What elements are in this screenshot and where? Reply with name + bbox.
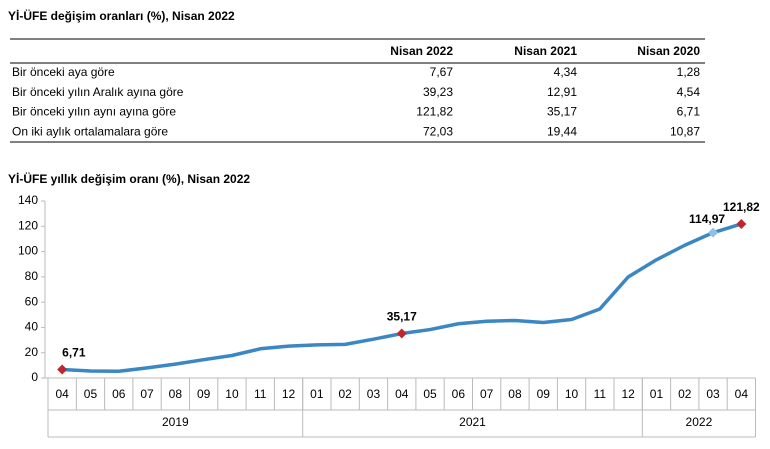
cell-value: 6,71 [677,105,701,119]
year-label: 2021 [459,415,486,429]
x-tick-label: 12 [282,387,296,401]
x-tick-label: 04 [735,387,749,401]
x-tick-label: 07 [480,387,494,401]
cell-value: 35,17 [547,105,577,119]
table: Nisan 2022 Nisan 2021 Nisan 2020 Bir önceki… [12,44,700,138]
x-tick-label: 02 [678,387,692,401]
y-tick-label: 100 [18,244,38,258]
column-header: Nisan 2021 [514,44,577,58]
x-tick-label: 05 [84,387,98,401]
row-label: Bir önceki aya göre [12,65,115,79]
y-tick-label: 120 [18,218,38,232]
x-tick-label: 07 [140,387,154,401]
x-tick-label: 01 [310,387,324,401]
chart-title: Yİ-ÜFE yıllık değişim oranı (%), Nisan 2… [8,171,250,186]
data-label: 114,97 [689,212,725,226]
column-header: Nisan 2020 [637,44,700,58]
x-tick-label: 09 [197,387,211,401]
y-tick-label: 60 [25,294,39,308]
x-tick-label: 06 [452,387,466,401]
cell-value: 72,03 [423,124,453,138]
point-marker [57,364,68,375]
year-label: 2019 [162,415,189,429]
cell-value: 4,54 [677,85,701,99]
cell-value: 7,67 [430,65,454,79]
row-label: On iki aylık ortalamalara göre [12,124,168,138]
point-marker [708,227,719,238]
cell-value: 10,87 [670,124,700,138]
point-marker [396,328,407,339]
x-tick-label: 04 [55,387,69,401]
row-label: Bir önceki yılın aynı ayına göre [12,105,176,119]
table-title: Yİ-ÜFE değişim oranları (%), Nisan 2022 [8,8,235,23]
x-tick-label: 09 [537,387,551,401]
data-label: 121,82 [723,200,760,214]
data-label: 6,71 [62,346,86,360]
x-tick-label: 08 [169,387,183,401]
cell-value: 121,82 [416,105,453,119]
y-tick-label: 20 [25,345,39,359]
cell-value: 39,23 [423,85,453,99]
row-label: Bir önceki yılın Aralık ayına göre [12,85,184,99]
series-line [62,222,742,374]
column-header: Nisan 2022 [390,44,453,58]
year-label: 2022 [686,415,713,429]
x-tick-label: 04 [395,387,409,401]
x-tick-label: 01 [650,387,664,401]
x-tick-label: 06 [112,387,126,401]
x-tick-label: 12 [621,387,635,401]
y-tick-label: 40 [25,320,39,334]
x-tick-label: 05 [423,387,437,401]
x-tick-label: 02 [338,387,352,401]
cell-value: 12,91 [547,85,577,99]
y-tick-label: 80 [25,269,39,283]
x-tick-label: 03 [706,387,720,401]
x-tick-label: 11 [594,387,607,401]
cell-value: 19,44 [547,124,577,138]
y-tick-label: 0 [31,370,38,384]
point-marker [736,218,747,229]
y-tick-label: 140 [18,193,38,207]
cell-value: 1,28 [677,65,701,79]
cell-value: 4,34 [554,65,578,79]
x-tick-label: 08 [508,387,522,401]
x-tick-label: 11 [254,387,267,401]
x-tick-label: 03 [367,387,381,401]
x-tick-label: 10 [565,387,579,401]
data-label: 35,17 [387,310,417,324]
x-tick-label: 10 [225,387,239,401]
